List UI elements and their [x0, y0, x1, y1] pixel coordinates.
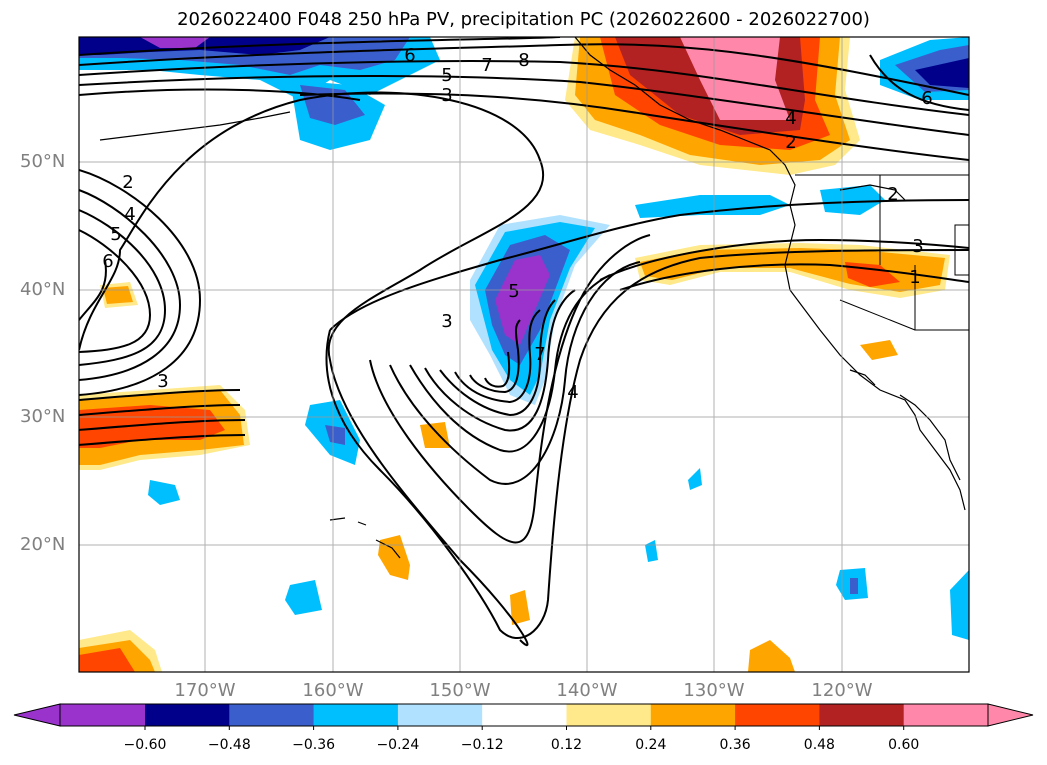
- coastlines: [99, 37, 966, 559]
- lon-label-160w: 160°W: [302, 680, 364, 701]
- colorbar-tick-label: 0.12: [550, 737, 583, 753]
- colorbar-extend-low: [13, 703, 61, 727]
- contour-label-3: 3: [441, 311, 452, 332]
- lat-label-50n: 50°N: [20, 151, 66, 172]
- lat-label-20n: 20°N: [20, 534, 66, 555]
- colorbar-segment: [903, 704, 989, 726]
- colorbar-tick-label: 0.60: [888, 737, 920, 753]
- contour-label-6: 6: [921, 88, 932, 109]
- contour-label-1: 1: [909, 267, 920, 288]
- contour-label-7: 7: [534, 344, 545, 365]
- lat-label-30n: 30°N: [20, 406, 66, 427]
- colorbar-segment: [566, 704, 652, 726]
- contour-label-5: 5: [508, 281, 519, 302]
- colorbar-segment: [650, 704, 736, 726]
- colorbar-segment: [60, 704, 145, 726]
- contour-label-3: 3: [157, 371, 168, 392]
- contour-label-4: 4: [567, 382, 578, 403]
- colorbar-segment: [145, 704, 230, 726]
- contour-label-4: 4: [124, 204, 135, 225]
- colorbar-segment: [397, 704, 483, 726]
- colorbar-tick-label: 0.48: [803, 737, 835, 753]
- lon-label-120w: 120°W: [811, 680, 873, 701]
- colorbar-segment: [482, 704, 567, 726]
- pv-contours: [79, 37, 969, 647]
- colorbar-tick-label: 0.24: [635, 737, 667, 753]
- colorbar-tick-label: −0.24: [376, 737, 420, 753]
- contour-label-6: 6: [102, 251, 113, 272]
- colorbar-tick-label: −0.60: [123, 737, 167, 753]
- contour-label-2: 2: [785, 132, 796, 153]
- colorbar-extend-high: [987, 703, 1034, 727]
- colorbar-tick-label: −0.12: [460, 737, 504, 753]
- colorbar-tick-label: −0.36: [292, 737, 336, 753]
- contour-label-3: 3: [912, 236, 923, 257]
- lat-label-40n: 40°N: [20, 279, 66, 300]
- contour-label-2: 2: [122, 172, 133, 193]
- contour-label-4: 4: [785, 108, 796, 129]
- contour-label-3: 3: [441, 85, 452, 106]
- lon-label-170w: 170°W: [174, 680, 236, 701]
- colorbar-segment: [735, 704, 820, 726]
- contour-label-7: 7: [481, 55, 492, 76]
- contour-labels: 8 7 5 3 6 4 2 2 4 5 6 3 3 5 7 4 2 3 1 6: [102, 45, 932, 403]
- plot-frame: [78, 36, 970, 673]
- lon-label-130w: 130°W: [683, 680, 745, 701]
- colorbar-segment: [819, 704, 905, 726]
- colorbar-tick-label: −0.48: [207, 737, 251, 753]
- colorbar-tick-label: 0.36: [719, 737, 751, 753]
- contour-label-5: 5: [110, 224, 121, 245]
- gridlines: [79, 37, 969, 672]
- map-title: 2026022400 F048 250 hPa PV, precipitatio…: [177, 9, 870, 30]
- contour-label-2: 2: [887, 184, 898, 205]
- colorbar-segment: [313, 704, 399, 726]
- contour-label-6: 6: [404, 45, 415, 66]
- colorbar-frame: [59, 703, 989, 727]
- colorbar-segment: [229, 704, 315, 726]
- contour-label-8: 8: [518, 50, 529, 71]
- contour-label-5: 5: [441, 65, 452, 86]
- colorbar: [13, 703, 1034, 730]
- lon-label-140w: 140°W: [556, 680, 618, 701]
- lon-label-150w: 150°W: [429, 680, 491, 701]
